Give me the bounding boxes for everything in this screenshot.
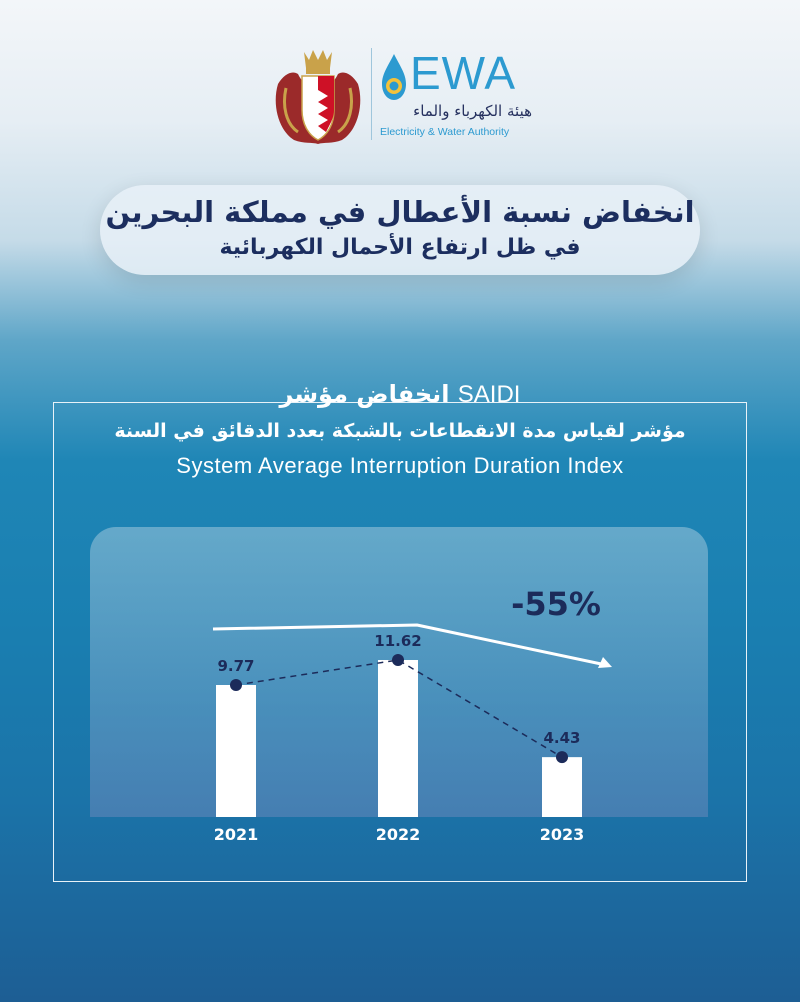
section-title-ar: انخفاض مؤشر [279, 380, 450, 408]
value-label-2022: 11.62 [374, 632, 421, 650]
ewa-arabic-name: هيئة الكهرباء والماء [413, 102, 532, 120]
data-point-2023 [556, 751, 568, 764]
bar-2022 [378, 659, 418, 817]
x-tick-label-2023: 2023 [540, 825, 585, 844]
change-percentage-label: -55% [511, 585, 601, 623]
value-label-2023: 4.43 [543, 729, 580, 747]
data-point-2022 [392, 653, 404, 666]
x-tick-label-2021: 2021 [214, 825, 259, 844]
trend-arrow-head-icon [598, 657, 612, 668]
bar-2023 [542, 757, 582, 817]
value-label-2021: 9.77 [217, 657, 254, 675]
headline-line2: في ظل ارتفاع الأحمال الكهربائية [219, 235, 581, 260]
logo-row: EWA هيئة الكهرباء والماء Electricity & W… [0, 40, 800, 150]
ewa-wordmark: EWA [410, 47, 517, 99]
section-title: انخفاض مؤشر SAIDI [240, 374, 560, 414]
trend-arrow-line [212, 623, 607, 667]
section-subtitle-ar: مؤشر لقياس مدة الانقطاعات بالشبكة بعدد ا… [114, 420, 686, 442]
ewa-english-name: Electricity & Water Authority [380, 126, 510, 138]
logo-divider [371, 48, 372, 140]
x-tick-label-2022: 2022 [376, 825, 421, 844]
data-point-2021 [230, 678, 242, 691]
chart-frame [53, 402, 747, 882]
bar-2021 [216, 684, 256, 817]
dashed-trend-line [235, 659, 563, 758]
section-title-en: SAIDI [457, 381, 521, 408]
water-drop-icon [382, 54, 406, 100]
section-subtitle-en: System Average Interruption Duration Ind… [176, 453, 624, 478]
bahrain-crest-icon [275, 50, 361, 144]
headline-line1: انخفاض نسبة الأعطال في مملكة البحرين [105, 195, 695, 229]
headline-box: انخفاض نسبة الأعطال في مملكة البحرين في … [100, 185, 700, 275]
